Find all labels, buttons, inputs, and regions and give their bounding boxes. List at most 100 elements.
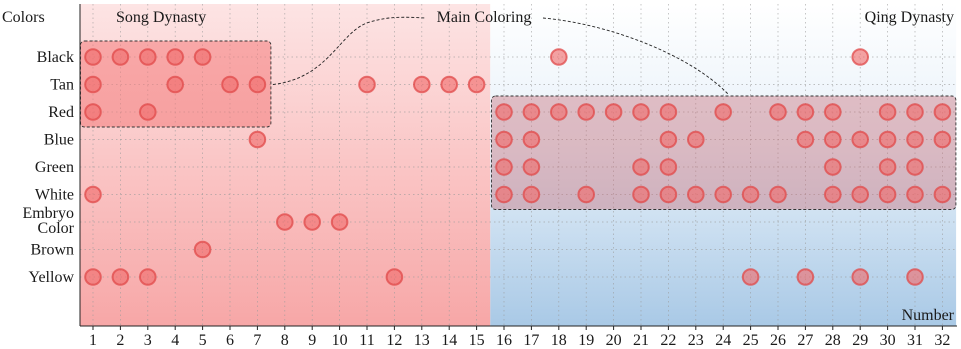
data-point (906, 103, 924, 121)
data-point (933, 185, 952, 204)
x-tick-label: 17 (523, 332, 539, 349)
x-tick-label: 2 (116, 332, 124, 349)
x-tick-label: 10 (332, 332, 348, 349)
x-tick-label: 6 (226, 332, 234, 349)
data-point (193, 48, 212, 66)
annotation-connector-left (272, 16, 426, 85)
x-tick-label: 19 (578, 332, 594, 349)
data-point (522, 103, 541, 121)
data-point (495, 130, 513, 149)
data-point (276, 213, 294, 231)
qing-dynasty-label: Qing Dynasty (865, 9, 954, 26)
data-point (906, 130, 924, 149)
data-point (385, 268, 404, 286)
y-axis-title: Colors (2, 9, 45, 26)
main-coloring-annotation: Main Coloring (437, 9, 532, 26)
data-point (851, 268, 870, 286)
data-point (221, 75, 239, 94)
data-point (84, 103, 102, 121)
data-point (166, 48, 184, 66)
x-tick-label: 12 (386, 332, 402, 349)
data-point (248, 130, 267, 149)
data-point (358, 75, 376, 94)
x-tick-label: 15 (469, 332, 485, 349)
data-point (906, 158, 924, 176)
data-point (111, 268, 130, 286)
data-point (413, 75, 431, 94)
x-tick-label: 32 (934, 332, 950, 349)
data-point (84, 185, 102, 204)
data-point (522, 130, 541, 149)
x-tick-label: 20 (606, 332, 622, 349)
data-point (687, 185, 705, 204)
data-point (84, 268, 102, 286)
data-point (878, 103, 897, 121)
data-point (714, 103, 733, 121)
y-category-label: Red (48, 104, 74, 121)
x-tick-label: 5 (199, 332, 207, 349)
y-category-label: Yellow (29, 269, 75, 286)
x-tick-label: 23 (688, 332, 704, 349)
x-tick-label: 21 (633, 332, 649, 349)
data-point (933, 130, 952, 149)
song-dynasty-label: Song Dynasty (116, 9, 206, 26)
x-tick-label: 31 (907, 332, 923, 349)
data-point (84, 48, 102, 66)
data-point (687, 130, 705, 149)
highlight-box-2 (491, 95, 957, 210)
annotation-connector-right (542, 17, 729, 95)
data-point (550, 103, 568, 121)
x-tick-label: 24 (715, 332, 731, 349)
data-point (769, 103, 787, 121)
data-point (824, 103, 842, 121)
x-tick-label: 4 (171, 332, 179, 349)
data-point (769, 185, 787, 204)
data-point (139, 103, 157, 121)
data-point (111, 48, 130, 66)
data-point (522, 158, 541, 176)
data-point (495, 103, 513, 121)
data-point (659, 185, 678, 204)
data-point (577, 103, 596, 121)
data-point (495, 185, 513, 204)
x-tick-label: 14 (441, 332, 457, 349)
data-point (248, 75, 267, 94)
data-point (796, 103, 815, 121)
data-point (906, 268, 924, 286)
x-tick-label: 13 (414, 332, 430, 349)
data-point (495, 158, 513, 176)
x-tick-label: 26 (770, 332, 786, 349)
data-point (139, 268, 157, 286)
data-point (632, 185, 650, 204)
data-point (522, 185, 541, 204)
data-point (878, 185, 897, 204)
y-category-label: Blue (44, 132, 74, 149)
data-point (824, 185, 842, 204)
data-point (851, 130, 870, 149)
data-point (440, 75, 459, 94)
data-point (824, 130, 842, 149)
x-tick-label: 9 (308, 332, 316, 349)
x-tick-label: 8 (281, 332, 289, 349)
y-category-label-line: Color (38, 220, 75, 237)
data-point (467, 75, 486, 94)
data-point (824, 158, 842, 176)
y-category-label: Brown (30, 242, 74, 259)
data-point (878, 130, 897, 149)
data-point (796, 268, 815, 286)
data-point (851, 185, 870, 204)
data-point (659, 130, 678, 149)
data-point (632, 103, 650, 121)
data-point (741, 268, 760, 286)
data-point (577, 185, 596, 204)
data-point (550, 48, 568, 66)
x-tick-label: 30 (880, 332, 896, 349)
y-category-label-line: Embryo (22, 205, 74, 222)
x-tick-label: 3 (144, 332, 152, 349)
x-tick-label: 1 (89, 332, 97, 349)
data-point (330, 213, 349, 231)
region-background-2 (490, 4, 957, 326)
data-point (851, 48, 870, 66)
y-category-label: Black (37, 49, 74, 66)
